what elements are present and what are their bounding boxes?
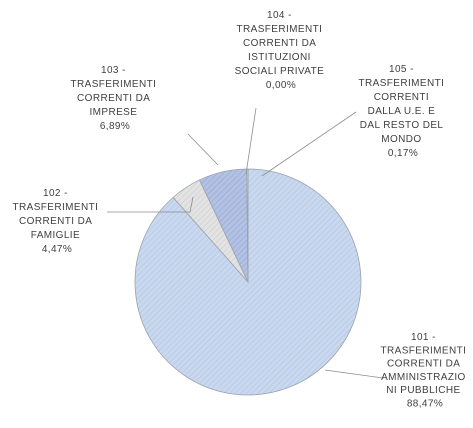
leader-line-105 [261, 111, 357, 177]
label-102-line: TRASFERIMENTI [13, 202, 99, 213]
label-101-line: 101 - [411, 332, 436, 343]
pie-slices [134, 168, 362, 396]
leader-line-102 [107, 196, 194, 213]
label-104-line: CORRENTI DA [243, 38, 316, 49]
label-105-line: DALLA U.E. E [368, 106, 436, 117]
label-103-line: IMPRESE [90, 107, 138, 118]
slice-label-101: 101 - TRASFERIMENTI CORRENTI DA AMMINIST… [381, 332, 470, 410]
leader-line-104 [245, 107, 257, 175]
label-102-line: CORRENTI DA [19, 216, 92, 227]
label-105-line: CORRENTI [374, 92, 429, 103]
label-105-line: TRASFERIMENTI [359, 78, 445, 89]
label-101-line: CORRENTI DA [387, 359, 460, 370]
label-105-line: 105 - [389, 64, 414, 75]
label-104-line: ISTITUZIONI [248, 52, 311, 63]
label-103-line: CORRENTI DA [77, 93, 150, 104]
leader-line-103 [187, 133, 219, 166]
label-105-line: MONDO [381, 134, 421, 145]
label-105-line: DAL RESTO DEL [360, 120, 444, 131]
label-101-line: AMMINISTRAZIO [381, 372, 466, 383]
label-105-value: 0,17% [388, 148, 418, 159]
label-101-line: TRASFERIMENTI [381, 345, 467, 356]
slice-label-105: 105 - TRASFERIMENTI CORRENTI DALLA U.E. … [359, 64, 448, 159]
label-102-line: FAMIGLIE [31, 230, 80, 241]
label-102-line: 102 - [43, 188, 68, 199]
label-101-value: 88,47% [407, 399, 443, 410]
slice-label-103: 103 - TRASFERIMENTI CORRENTI DA IMPRESE … [71, 65, 160, 132]
label-102-value: 4,47% [42, 244, 72, 255]
label-104-line: SOCIALI PRIVATE [235, 66, 325, 77]
label-103-value: 6,89% [100, 121, 130, 132]
label-103-line: 103 - [101, 65, 126, 76]
label-101-line: NI PUBBLICHE [386, 385, 460, 396]
slice-label-102: 102 - TRASFERIMENTI CORRENTI DA FAMIGLIE… [13, 188, 102, 255]
label-104-value: 0,00% [266, 80, 296, 91]
label-104-line: TRASFERIMENTI [237, 24, 323, 35]
label-104-line: 104 - [267, 10, 292, 21]
slice-label-104: 104 - TRASFERIMENTI CORRENTI DA ISTITUZI… [235, 10, 328, 91]
label-103-line: TRASFERIMENTI [71, 79, 157, 90]
leader-line-101 [324, 369, 384, 379]
